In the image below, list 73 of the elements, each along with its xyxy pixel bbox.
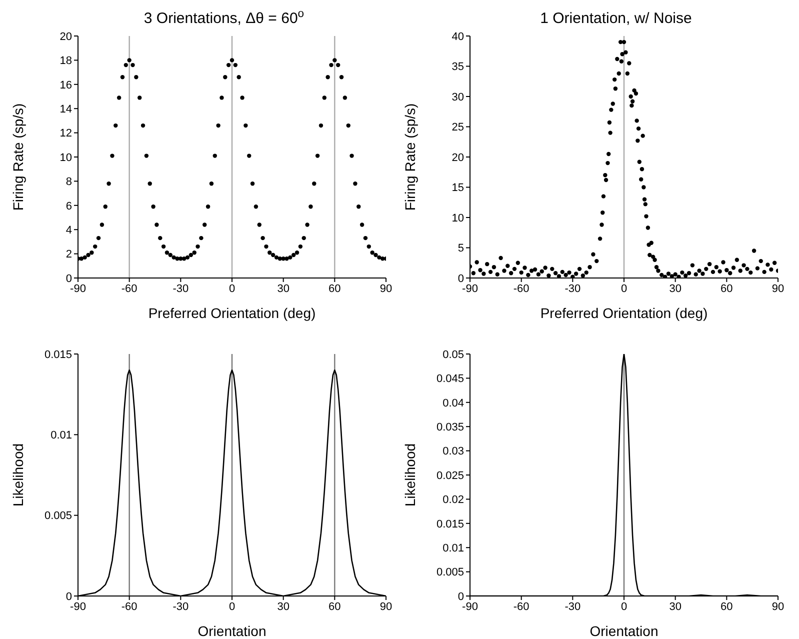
x-tick-label: -30 (172, 282, 189, 295)
y-tick-label: 2 (66, 248, 72, 261)
y-tick-label: 0.05 (442, 348, 464, 361)
x-tick-label: 60 (328, 600, 341, 613)
y-tick-label: 0.035 (436, 422, 464, 434)
x-tick-label: 30 (669, 282, 682, 295)
x-tick-label: 30 (669, 600, 682, 613)
y-tick-label: 0.015 (436, 518, 464, 530)
y-tick-label: 0 (66, 272, 72, 285)
y-tick-label: 30 (452, 91, 464, 104)
y-tick-label: 0.015 (44, 348, 72, 361)
y-tick-label: 16 (60, 79, 72, 92)
y-tick-label: 14 (60, 104, 72, 116)
x-tick-label: 90 (380, 282, 392, 295)
y-tick-label: 0.02 (442, 494, 464, 506)
x-tick-label: -60 (121, 282, 138, 295)
x-tick-label: 30 (277, 600, 290, 613)
y-tick-label: 6 (66, 200, 72, 212)
x-tick-label: 60 (328, 282, 341, 295)
y-tick-label: 12 (60, 128, 72, 140)
y-tick-label: 0.04 (442, 397, 464, 410)
y-tick-label: 4 (66, 224, 72, 237)
y-tick-label: 0 (458, 590, 464, 603)
x-tick-label: -30 (172, 600, 189, 613)
x-tick-label: 90 (772, 282, 784, 295)
x-tick-label: -90 (462, 600, 478, 613)
y-axis-title: Firing Rate (sp/s) (402, 103, 418, 211)
y-tick-label: 15 (452, 182, 464, 194)
y-axis-title: Firing Rate (sp/s) (10, 103, 26, 211)
y-tick-label: 0.005 (44, 510, 72, 522)
chart-title: 1 Orientation, w/ Noise (539, 9, 693, 29)
x-tick-label: 0 (228, 600, 236, 613)
x-tick-label: 60 (720, 282, 733, 295)
x-tick-label: -90 (70, 600, 86, 613)
y-tick-label: 20 (452, 152, 464, 164)
x-tick-label: 60 (720, 600, 733, 613)
y-tick-label: 5 (458, 242, 464, 255)
y-tick-label: 10 (452, 212, 464, 224)
y-axis-title: Likelihood (402, 443, 418, 507)
y-tick-label: 0.03 (442, 446, 464, 458)
x-tick-label: -90 (70, 282, 86, 295)
x-tick-label: 30 (277, 282, 290, 295)
y-tick-label: 0.01 (442, 542, 464, 555)
y-tick-label: 40 (452, 30, 464, 43)
x-tick-label: -60 (121, 600, 138, 613)
y-tick-label: 10 (60, 152, 72, 164)
y-tick-label: 20 (60, 30, 72, 43)
x-axis-title: Preferred Orientation (deg) (540, 305, 708, 321)
x-axis-title: Preferred Orientation (deg) (148, 305, 316, 321)
x-axis-title: Orientation (590, 623, 658, 639)
y-tick-label: 0 (66, 590, 72, 603)
x-tick-label: -60 (513, 600, 530, 613)
x-axis-title: Orientation (198, 623, 266, 639)
y-tick-label: 0.005 (436, 566, 464, 579)
y-tick-label: 18 (60, 55, 72, 68)
y-axis-title: Likelihood (10, 443, 26, 507)
x-tick-label: -30 (564, 282, 581, 295)
x-tick-label: 0 (620, 600, 628, 613)
x-tick-label: -90 (462, 282, 478, 295)
y-tick-label: 0.01 (50, 430, 72, 442)
y-tick-label: 0.025 (436, 470, 464, 482)
x-tick-label: 90 (380, 600, 392, 613)
y-tick-label: 0 (458, 272, 464, 285)
y-tick-label: 25 (452, 122, 464, 134)
x-tick-label: 90 (772, 600, 784, 613)
x-tick-label: -30 (564, 600, 581, 613)
y-tick-label: 35 (452, 61, 464, 74)
x-tick-label: 0 (620, 282, 628, 295)
y-tick-label: 0.045 (436, 373, 464, 386)
x-tick-label: -60 (513, 282, 530, 295)
x-tick-label: 0 (228, 282, 236, 295)
y-tick-label: 8 (66, 176, 72, 188)
chart-title: 3 Orientations, Δθ = 60$^{o}$ (142, 8, 306, 29)
